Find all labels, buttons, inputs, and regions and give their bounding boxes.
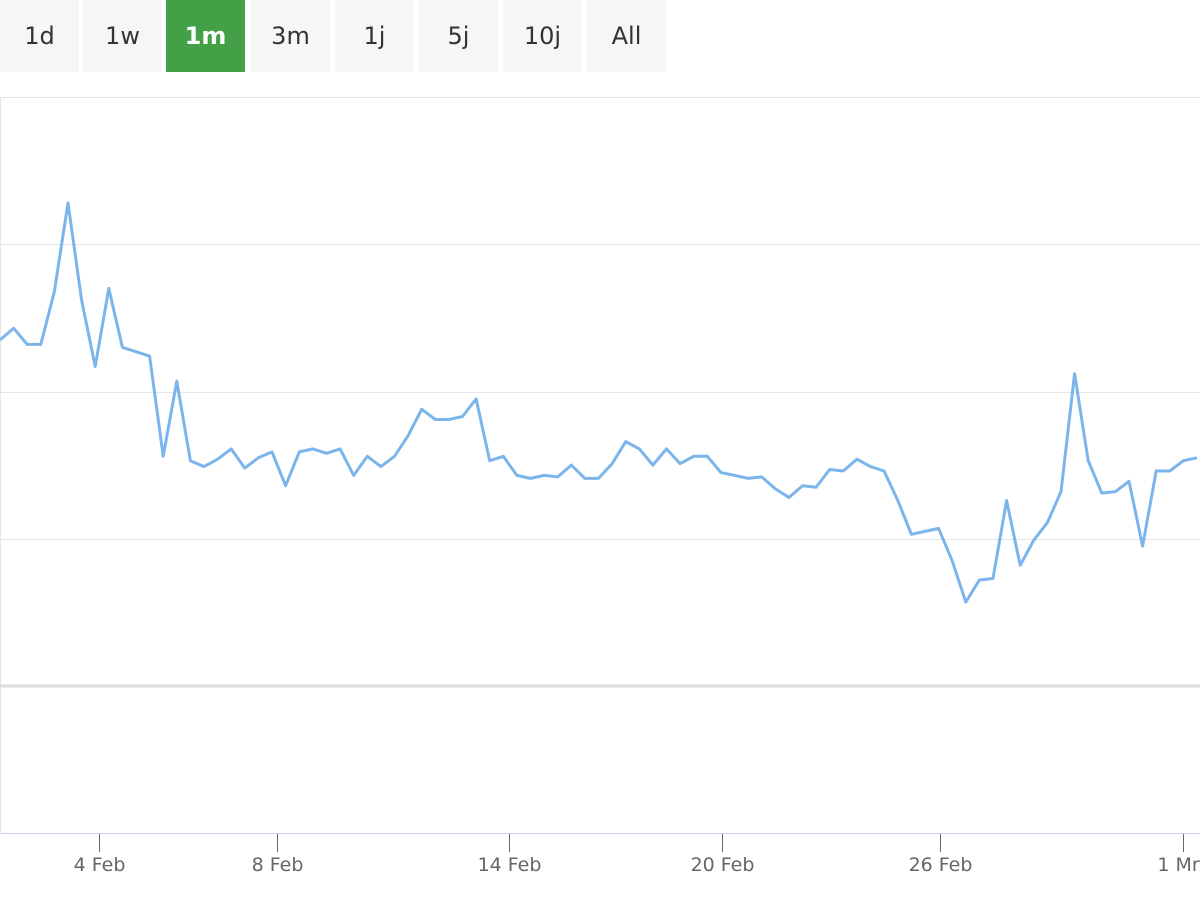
range-button[interactable]: 5j	[419, 0, 498, 72]
range-button[interactable]: 1j	[335, 0, 414, 72]
x-tick-label: 20 Feb	[691, 854, 755, 876]
range-button[interactable]: 10j	[503, 0, 582, 72]
x-tick-label: 4 Feb	[74, 854, 126, 876]
range-button[interactable]: 1d	[0, 0, 79, 72]
price-line	[0, 201, 1198, 604]
range-button[interactable]: 1m	[166, 0, 245, 72]
x-tick-label: 14 Feb	[478, 854, 542, 876]
range-button[interactable]: All	[587, 0, 666, 72]
range-button[interactable]: 1w	[83, 0, 162, 72]
x-tick-label: 1 Mrz	[1157, 854, 1200, 876]
x-tick-label: 26 Feb	[909, 854, 973, 876]
range-button[interactable]: 3m	[251, 0, 330, 72]
x-tick-label: 8 Feb	[252, 854, 304, 876]
